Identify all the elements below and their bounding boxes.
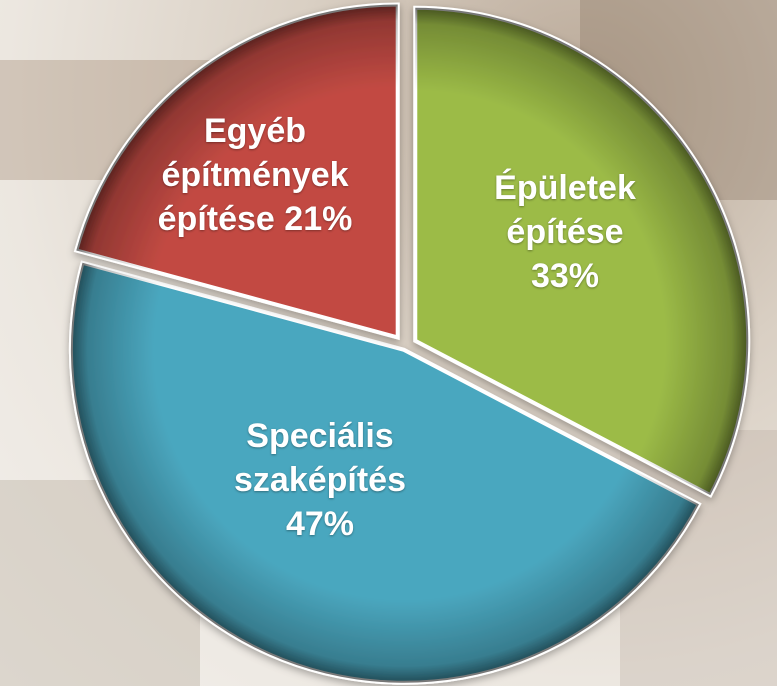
value-label: 33% xyxy=(530,257,600,295)
slice-label: Speciális szaképítés 47% xyxy=(210,414,430,546)
slice-shade xyxy=(415,7,749,496)
slice-group xyxy=(413,5,751,498)
slice-group xyxy=(68,260,702,685)
slice-label: Épületek építése 33% xyxy=(465,166,665,298)
category-label: Épületek építése xyxy=(494,169,636,251)
slice-shade xyxy=(70,262,699,683)
category-label: Egyéb építmények építése xyxy=(157,112,349,238)
slice-shade xyxy=(76,4,398,338)
slice-label: Egyéb építmények építése 21% xyxy=(140,109,370,241)
value-label: 47% xyxy=(285,505,355,543)
category-label: Speciális szaképítés xyxy=(234,417,406,499)
value-label: 21% xyxy=(284,200,353,238)
slice-group xyxy=(73,2,400,341)
